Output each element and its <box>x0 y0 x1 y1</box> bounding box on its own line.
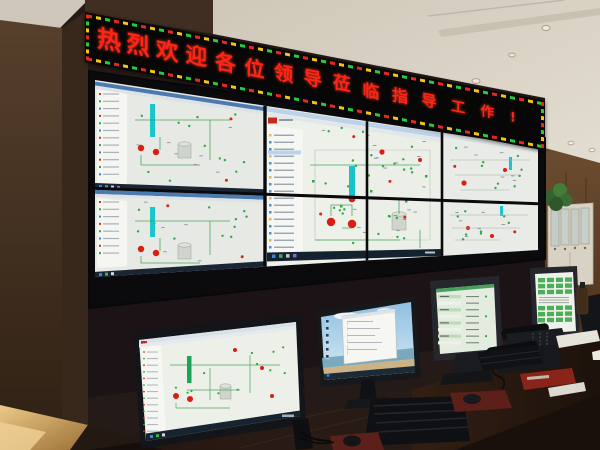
ceiling-step <box>438 8 600 37</box>
keyboard-right <box>477 345 543 371</box>
wall-screen-r2c1 <box>95 188 265 277</box>
white-cabinet <box>547 202 594 288</box>
video-wall-bezels <box>88 69 546 310</box>
ceiling <box>213 0 600 163</box>
left-pillar-side <box>62 10 88 450</box>
documents <box>548 330 600 397</box>
drink-bottle <box>576 282 589 315</box>
desk-monitor-center <box>316 296 421 409</box>
desk-monitor-right-2 <box>530 266 580 340</box>
ceiling-downlights <box>471 24 596 153</box>
wall-screen-r1c1 <box>95 80 265 195</box>
desk-front-edge <box>455 394 600 450</box>
cable <box>299 437 335 445</box>
mousepad-with-mouse-2 <box>330 432 384 450</box>
ceiling-corner-left <box>0 0 88 28</box>
keyboard-center <box>364 396 470 446</box>
mousepad-with-mouse-1 <box>450 390 512 412</box>
desk-items <box>299 282 600 450</box>
cabinet-glass-doors <box>550 207 590 247</box>
red-folder <box>520 368 576 390</box>
monitor-stand <box>359 379 377 401</box>
wall-above-banner <box>85 0 213 34</box>
desk-monitor-left <box>133 314 347 450</box>
left-pillar <box>0 20 62 450</box>
desk-monitor-right-1 <box>430 276 503 385</box>
monitor-stand <box>451 352 482 376</box>
potted-plant <box>544 183 573 211</box>
wall-screen-r1c3 <box>367 121 442 201</box>
video-wall <box>88 69 546 310</box>
